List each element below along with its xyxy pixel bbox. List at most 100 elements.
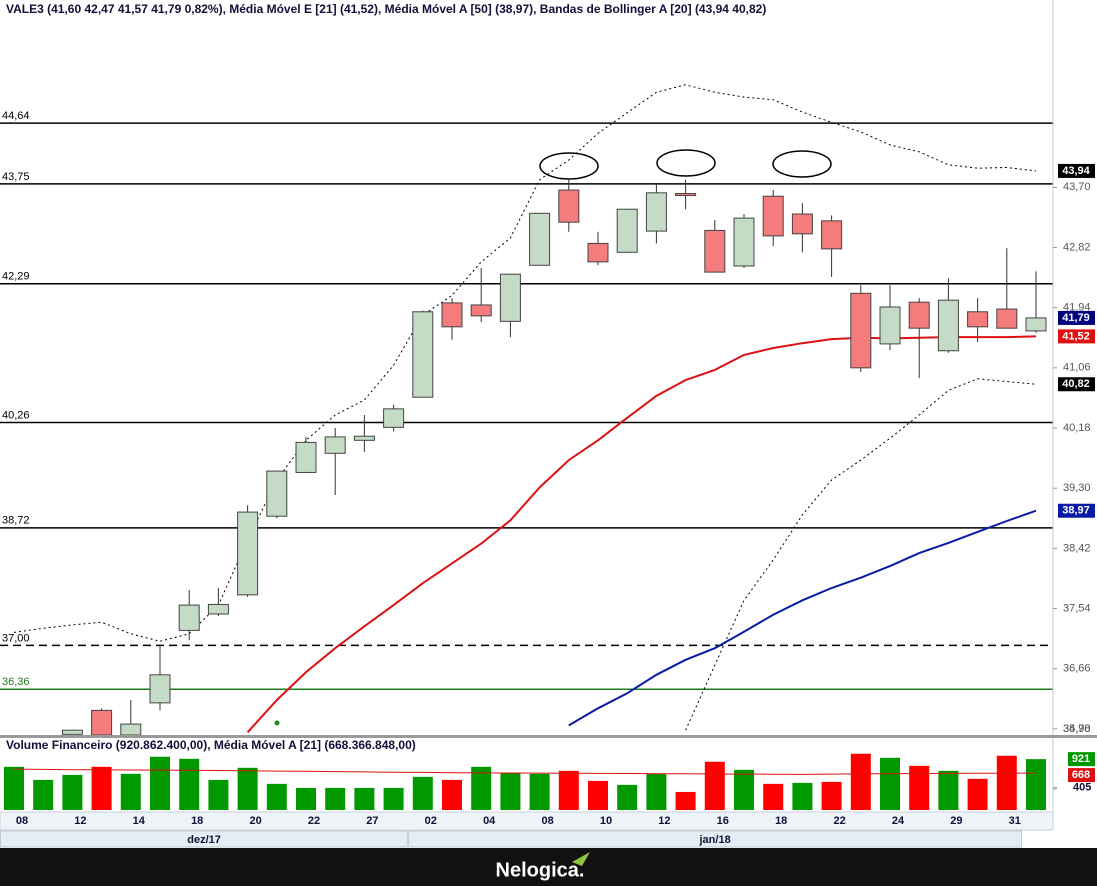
volume-bar — [412, 776, 433, 810]
volume-bar — [938, 770, 959, 810]
candle-body — [645, 192, 667, 232]
volume-bar — [383, 787, 404, 810]
candle-body — [558, 189, 580, 223]
volume-bar — [150, 756, 170, 810]
volume-bar — [442, 779, 462, 810]
volume-bar — [909, 765, 930, 810]
volume-tick-label: 405 — [1073, 782, 1091, 794]
candle-body — [791, 213, 813, 235]
x-tick-label: 08 — [541, 815, 553, 827]
candle-body — [587, 242, 609, 263]
candle-body — [120, 723, 142, 735]
x-tick-label: 10 — [600, 815, 612, 827]
volume-ma — [13, 768, 1037, 775]
level-label: 40,26 — [2, 409, 30, 421]
chart-title: VALE3 (41,60 42,47 41,57 41,79 0,82%), M… — [6, 2, 766, 16]
last-value-marker-label: 40,82 — [1062, 378, 1090, 390]
month-cell — [0, 830, 409, 848]
volume-bar — [4, 766, 24, 810]
brand: Nelogica. — [496, 859, 585, 881]
last-value-marker — [1058, 329, 1095, 344]
x-tick-label: 12 — [74, 815, 86, 827]
y-tick-label: 40,18 — [1063, 422, 1091, 434]
y-tick-label: 39,30 — [1063, 482, 1091, 494]
candle-body — [441, 302, 463, 328]
close-marker — [1058, 310, 1095, 325]
indicator-line — [246, 335, 1037, 733]
candle-body — [149, 674, 171, 704]
footer — [0, 848, 1097, 886]
y-tick-label: 37,54 — [1063, 602, 1091, 614]
volume-bar — [996, 755, 1017, 810]
candle-body — [908, 301, 930, 329]
last-value-marker — [1058, 503, 1095, 518]
volume-bar — [179, 758, 200, 810]
x-tick-label: 12 — [658, 815, 670, 827]
volume-bar — [763, 783, 784, 810]
x-tick-label: 31 — [1009, 815, 1021, 827]
close-marker-label: 41,79 — [1062, 312, 1090, 324]
candle-body — [295, 441, 317, 473]
month-label: jan/18 — [699, 834, 731, 846]
volume-bar — [62, 774, 83, 810]
candle-body — [1025, 317, 1047, 332]
volume-bar — [646, 773, 667, 810]
level-label: 44,64 — [2, 110, 30, 122]
volume-title: Volume Financeiro (920.862.400,00), Médi… — [6, 738, 416, 752]
volume-bar — [208, 779, 229, 810]
x-tick-label: 16 — [717, 815, 729, 827]
candle-body — [996, 308, 1018, 329]
volume-bar — [266, 783, 287, 810]
volume-bar — [821, 781, 842, 810]
volume-bar — [1026, 759, 1046, 810]
x-tick-label: 20 — [249, 815, 261, 827]
candle-body — [266, 470, 288, 517]
level-label: 38,72 — [2, 515, 30, 527]
annotation-ellipse — [656, 149, 716, 177]
x-tick-label: 04 — [483, 815, 496, 827]
y-tick-label: 42,82 — [1063, 241, 1091, 253]
candle-body — [529, 212, 551, 266]
volume-bar — [120, 773, 141, 810]
candle-body — [237, 511, 259, 596]
month-cell — [408, 830, 1022, 848]
volume-bar — [792, 782, 813, 810]
volume-bar — [704, 761, 725, 810]
volume-bar — [617, 784, 638, 810]
volume-ma-marker — [1068, 768, 1095, 783]
y-tick-label: 36,66 — [1063, 663, 1091, 675]
month-label: dez/17 — [187, 834, 221, 846]
y-tick-label: 41,94 — [1063, 302, 1091, 314]
candle-body — [821, 220, 843, 250]
candle-body — [470, 304, 492, 317]
candle-body — [704, 229, 726, 273]
y-tick-label: 41,06 — [1063, 362, 1091, 374]
axes: 44,64 43,75 42,29 40,26 38,72 37,00 36,36 43,70… — [0, 110, 1095, 848]
candle-body — [616, 208, 638, 253]
brand-logo — [572, 852, 590, 866]
candle-body — [61, 729, 83, 735]
candle-body — [178, 604, 200, 631]
candle-body — [879, 306, 901, 345]
pane-separator — [0, 735, 1097, 738]
x-tick-label: 02 — [425, 815, 437, 827]
x-tick-label: 22 — [308, 815, 320, 827]
volume-bar — [354, 787, 375, 810]
indicator-line — [568, 509, 1037, 727]
x-tick-label: 18 — [191, 815, 203, 827]
level-label: 43,75 — [2, 171, 30, 183]
x-tick-label: 18 — [775, 815, 787, 827]
level-label: 36,36 — [2, 676, 30, 688]
last-value-marker-label: 41,52 — [1062, 330, 1090, 342]
volume-bar — [675, 791, 696, 810]
annotation-dot — [274, 720, 280, 726]
date-axis — [0, 811, 1054, 831]
candle-body — [499, 273, 521, 322]
volume-marker — [1068, 752, 1095, 767]
volume-bar — [850, 753, 871, 810]
last-value-marker — [1058, 377, 1095, 392]
candle-body — [967, 311, 989, 328]
volume-bar — [500, 772, 521, 810]
last-value-marker-label: 43,94 — [1062, 165, 1090, 177]
